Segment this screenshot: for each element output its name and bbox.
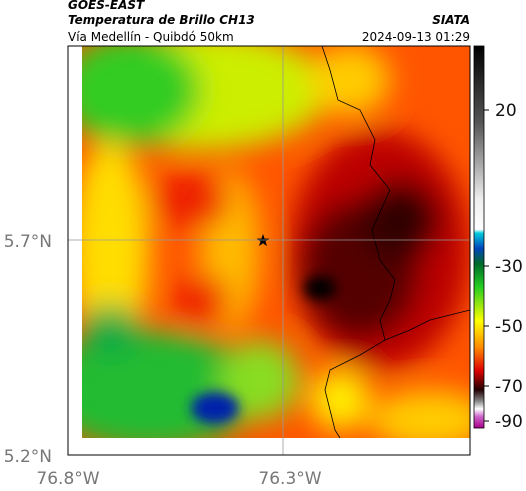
route: Vía Medellín - Quibdó 50km	[68, 30, 234, 44]
colorbar-label: -70	[495, 377, 523, 397]
colorbar-label: -30	[495, 257, 523, 277]
org: SIATA	[432, 13, 470, 27]
title: Temperatura de Brillo CH13	[68, 13, 255, 27]
colorbar-label: -50	[495, 317, 523, 337]
colorbar-label: 20	[495, 101, 517, 121]
map-frame	[67, 45, 471, 456]
boundaries	[321, 45, 471, 439]
colorbar-label: -90	[495, 412, 523, 432]
lat-label: 5.7°N	[4, 232, 52, 252]
source: GOES-EAST	[68, 0, 145, 12]
lon-label: 76.3°W	[258, 469, 321, 489]
temperature-field	[82, 46, 470, 438]
lat-label: 5.2°N	[4, 447, 52, 467]
lon-label: 76.8°W	[36, 469, 99, 489]
colorbar-ticks: 20 -30 -50 -70 -90	[484, 101, 523, 432]
colorbar	[473, 45, 485, 429]
timestamp: 2024-09-13 01:29	[362, 30, 470, 44]
